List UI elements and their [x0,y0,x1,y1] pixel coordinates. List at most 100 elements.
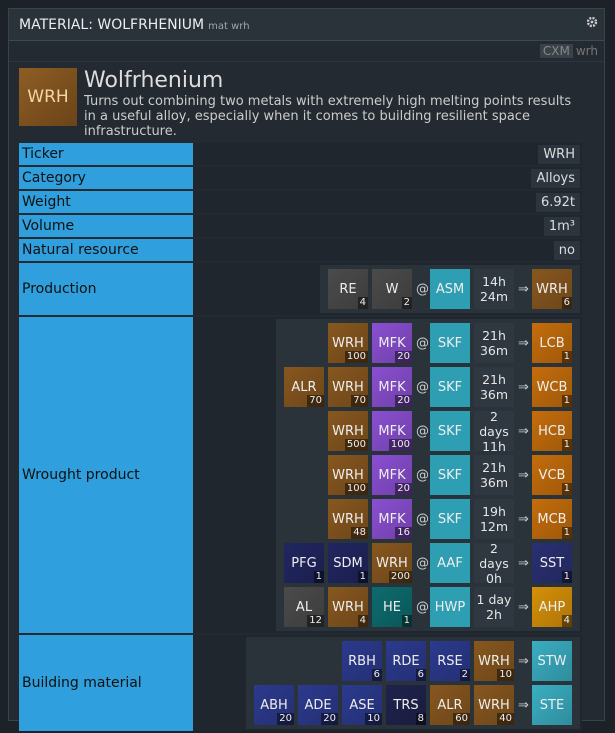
input-tile[interactable]: MFK 20 [372,323,412,363]
output-tile[interactable]: STW [532,641,572,681]
output-tile[interactable]: HCB 1 [532,411,572,451]
building-tile[interactable]: SKF [430,411,470,451]
panel-title: MATERIAL: WOLFRHENIUM [19,16,205,33]
building-tile[interactable]: AAF [430,543,470,583]
input-tile[interactable]: MFK 100 [372,411,412,451]
tile-amount: 6 [415,669,426,681]
tile-ticker: WRH [332,379,364,395]
input-tile[interactable]: WRH 48 [328,499,368,539]
tile-ticker: RDE [392,653,420,669]
property-row: Category Alloys [19,167,582,189]
input-tile[interactable]: MFK 20 [372,367,412,407]
input-tile[interactable]: RDE 6 [386,641,426,681]
settings-icon[interactable] [586,16,598,28]
input-tile[interactable]: MFK 20 [372,455,412,495]
input-tile[interactable]: SDM 1 [328,543,368,583]
at-symbol: @ [416,379,429,395]
input-tile[interactable]: RBH 6 [342,641,382,681]
duration: 21h 36m [474,455,514,495]
recipe-row: WRH 100 MFK 20 @ SKF 21h 36m ⇒ LCB 1 [326,323,574,363]
input-tile[interactable]: TRS 8 [386,685,426,725]
input-tile[interactable]: AL 12 [284,587,324,627]
panel-header: MATERIAL: WOLFRHENIUM mat wrh [9,9,604,41]
output-tile[interactable]: AHP 4 [532,587,572,627]
output-tile[interactable]: VCB 1 [532,455,572,495]
output-tile[interactable]: STE [532,685,572,725]
input-tile[interactable]: ALR 70 [284,367,324,407]
tile-amount: 12 [307,615,324,627]
input-tile[interactable]: RSE 2 [430,641,470,681]
property-row: Ticker WRH [19,143,582,165]
duration: 2 days 0h [474,541,514,586]
output-tile[interactable]: LCB 1 [532,323,572,363]
tile-ticker: WRH [332,467,364,483]
duration: 2 days 11h [474,409,514,454]
property-value-cell: no [193,239,582,261]
arrow-symbol: ⇒ [518,653,529,669]
tile-amount: 20 [395,351,412,363]
tile-ticker: WRH [478,697,510,713]
info-table: Ticker WRH Category Alloys Weight 6.92t Volume… [19,143,582,731]
property-row: Weight 6.92t [19,191,582,213]
input-tile[interactable]: WRH 500 [328,411,368,451]
material-text: Wolfrhenium Turns out combining two meta… [84,68,584,140]
input-tile[interactable]: WRH 100 [328,455,368,495]
output-tile[interactable]: SST 1 [532,543,572,583]
arrow-symbol: ⇒ [518,467,529,483]
property-value: 6.92t [535,192,580,212]
tile-amount: 20 [277,713,294,725]
tile-amount: 1 [561,527,572,539]
arrow-symbol: ⇒ [518,555,529,571]
output-tile[interactable]: WRH 6 [532,269,572,309]
input-tile[interactable]: HE 1 [372,587,412,627]
building-tile[interactable]: SKF [430,455,470,495]
property-row: Natural resource no [19,239,582,261]
material-panel: MATERIAL: WOLFRHENIUM mat wrh CXM wrh WR… [8,8,605,731]
building-tile[interactable]: SKF [430,323,470,363]
input-tile[interactable]: RE 4 [328,269,368,309]
tile-ticker: WRH [536,281,568,297]
input-tile[interactable]: WRH 40 [474,685,514,725]
duration: 19h 12m [474,499,514,539]
building-tile[interactable]: ASM [430,269,470,309]
tile-amount: 100 [388,439,412,451]
input-tile[interactable]: MFK 16 [372,499,412,539]
tile-ticker: ABH [260,697,288,713]
tile-ticker: TRS [393,697,419,713]
property-label: Weight [19,191,193,213]
input-tile[interactable]: ASE 10 [342,685,382,725]
input-tile[interactable]: ALR 60 [430,685,470,725]
property-label: Category [19,167,193,189]
output-tile[interactable]: WCB 1 [532,367,572,407]
input-tile[interactable]: WRH 200 [372,543,412,583]
input-tile[interactable]: WRH 10 [474,641,514,681]
command-name[interactable]: CXM [539,44,573,58]
input-tile[interactable]: ADE 20 [298,685,338,725]
recipe-list: RBH 6 RDE 6 RSE 2 WRH 10 ⇒ STW ABH 20 ADE 20 ASE 10 TRS 8… [246,637,580,729]
input-tile[interactable]: WRH 70 [328,367,368,407]
tile-ticker: WRH [332,335,364,351]
tile-ticker: RBH [348,653,376,669]
tile-amount: 2 [401,297,412,309]
tile-ticker: VCB [538,467,566,483]
input-tile[interactable]: ABH 20 [254,685,294,725]
at-symbol: @ [416,335,429,351]
tile-ticker: ASE [349,697,375,713]
recipe-row: RE 4 W 2 @ ASM 14h 24m ⇒ WRH 6 [326,269,574,309]
section-value-cell: WRH 100 MFK 20 @ SKF 21h 36m ⇒ LCB 1 ALR 70 WRH 70 MFK… [193,317,582,633]
output-tile[interactable]: MCB 1 [532,499,572,539]
building-tile[interactable]: SKF [430,499,470,539]
input-tile[interactable]: WRH 100 [328,323,368,363]
material-icon: WRH [19,68,77,126]
building-tile[interactable]: SKF [430,367,470,407]
arrow-symbol: ⇒ [518,599,529,615]
input-tile[interactable]: PFG 1 [284,543,324,583]
at-symbol: @ [416,281,429,297]
tile-ticker: MFK [378,467,406,483]
at-symbol: @ [416,467,429,483]
building-tile[interactable]: HWP [430,587,470,627]
property-value-cell: WRH [193,143,582,165]
input-tile[interactable]: WRH 4 [328,587,368,627]
